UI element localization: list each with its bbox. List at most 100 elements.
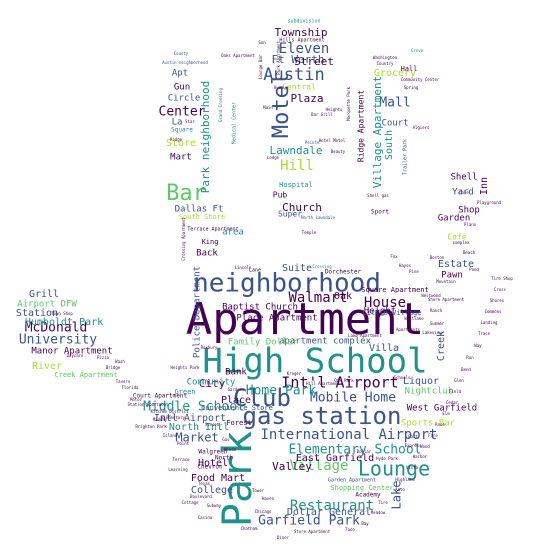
cloud-word: La — [172, 118, 183, 128]
cloud-word: Dorchester — [325, 269, 362, 276]
cloud-word: Inn — [479, 177, 490, 195]
cloud-word: Square — [171, 127, 193, 134]
cloud-word: Ft Worth — [272, 53, 325, 66]
cloud-word: Intl Airport — [154, 413, 226, 424]
cloud-word: Bend — [461, 367, 471, 372]
cloud-word: Square Apartment — [361, 286, 428, 294]
cloud-word: Garfield Park — [258, 514, 360, 529]
cloud-word: Pointe — [305, 140, 320, 145]
cloud-word: Nightclub — [405, 387, 454, 397]
cloud-word: Lounge Bar — [258, 54, 263, 79]
cloud-word: Express — [405, 443, 422, 448]
cloud-word: Court Apartment — [133, 393, 188, 400]
cloud-word: East Garfield — [296, 453, 374, 464]
cloud-word: Kitchen — [151, 409, 168, 414]
cloud-word: Mobile Home — [310, 391, 396, 406]
cloud-word: Austin neighborhood — [162, 60, 208, 65]
cloud-word: Tower — [252, 488, 265, 493]
cloud-word: Village — [289, 458, 348, 474]
cloud-word: Heights Park — [171, 365, 200, 370]
cloud-word: Height — [364, 307, 397, 317]
cloud-word: Roxbury — [201, 345, 218, 350]
cloud-word: Pine — [409, 269, 419, 274]
cloud-word: Boulevard — [190, 494, 212, 499]
cloud-word: Field — [449, 389, 462, 394]
cloud-word: Apartment — [186, 294, 424, 345]
cloud-word: Lake — [390, 481, 404, 510]
cloud-word: Store — [166, 138, 196, 149]
cloud-word: Grand Crossing — [218, 88, 223, 122]
cloud-word: Kroger — [287, 371, 302, 376]
cloud-word: Marquette Park — [346, 87, 351, 121]
cloud-word: City — [199, 377, 226, 390]
cloud-word: Baptist Church — [222, 303, 298, 313]
cloud-word: Court — [381, 119, 408, 129]
cloud-word: Plaza — [290, 92, 323, 105]
cloud-word: Country — [377, 61, 394, 66]
cloud-word: Cross — [494, 287, 507, 292]
cloud-word: Schools — [394, 375, 411, 380]
cloud-word: Little Village — [362, 309, 421, 317]
cloud-word: Villa — [369, 343, 399, 354]
cloud-word: Township — [275, 26, 328, 39]
cloud-word: Gun — [174, 83, 190, 93]
cloud-word: Landing — [481, 320, 498, 325]
cloud-word: Town Shop — [51, 311, 73, 316]
cloud-word: Main — [263, 105, 273, 110]
cloud-word: Casino — [198, 515, 213, 520]
cloud-word: Woods — [224, 447, 237, 452]
cloud-word: Garden — [438, 214, 471, 224]
cloud-word: Lincoln — [235, 265, 252, 270]
cloud-word: Convenience Store — [201, 404, 273, 412]
cloud-word: Westwood — [421, 293, 441, 298]
cloud-word: Restaurant — [290, 498, 374, 514]
cloud-word: Taco — [345, 527, 355, 532]
cloud-word: North Intl — [169, 422, 229, 433]
cloud-word: County — [174, 51, 189, 56]
cloud-word: Tire — [378, 500, 388, 505]
cloud-word: Harbor — [413, 454, 428, 459]
cloud-word: Trailer Park — [403, 139, 409, 175]
cloud-word: Pond — [469, 267, 479, 272]
cloud-word: Summer — [430, 321, 445, 326]
cloud-word: Daycare — [67, 353, 84, 358]
cloud-word: Lounge — [358, 457, 430, 481]
cloud-word: Super — [278, 210, 302, 219]
cloud-word: Valley — [272, 460, 312, 473]
cloud-word: Hall — [401, 65, 418, 73]
cloud-word: Grill — [29, 289, 59, 300]
cloud-word: Ranch — [430, 308, 443, 313]
cloud-word: Club — [233, 384, 291, 412]
cloud-word: Market — [175, 431, 218, 445]
cloud-word: Beach — [463, 250, 476, 255]
cloud-word: Center — [159, 105, 206, 120]
cloud-word: Austin — [263, 65, 324, 85]
cloud-word: House — [364, 295, 406, 311]
cloud-word: Spring — [404, 85, 419, 90]
cloud-word: Family Dollar — [228, 338, 299, 348]
cloud-word: Community Center — [401, 77, 440, 82]
cloud-word: Fox — [390, 254, 398, 259]
cloud-word: Chicago — [255, 509, 272, 514]
cloud-word: Vista — [406, 465, 419, 470]
cloud-word: Shop — [458, 206, 480, 216]
cloud-word: McDonald — [25, 321, 88, 336]
cloud-word: College — [191, 485, 233, 496]
cloud-word: Lane — [249, 268, 261, 274]
cloud-word: River — [32, 361, 62, 372]
cloud-word: Church — [282, 201, 322, 214]
cloud-word: Motel — [269, 72, 294, 138]
cloud-word: International Airport — [260, 427, 437, 443]
cloud-word: Meadow — [371, 510, 386, 515]
cloud-word: Park Apartment — [276, 41, 281, 75]
cloud-word: Apt — [172, 69, 188, 79]
cloud-word: Texas — [198, 481, 211, 486]
cloud-word: Boston — [430, 255, 445, 260]
cloud-word: Garden Apartment — [328, 478, 376, 484]
cloud-word: Diner — [277, 535, 290, 540]
cloud-word: Liquor — [403, 376, 439, 387]
cloud-word: Place — [221, 395, 251, 406]
cloud-word: Walgreen — [199, 449, 228, 456]
cloud-word: West Garfield — [407, 404, 477, 414]
cloud-word: Store Apartment — [294, 529, 331, 534]
